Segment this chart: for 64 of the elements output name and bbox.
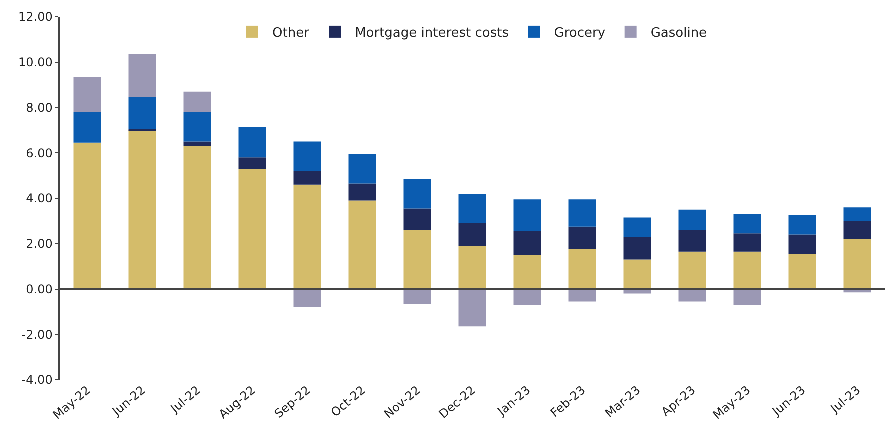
bar xyxy=(294,184,322,290)
bar xyxy=(844,208,872,222)
bar xyxy=(184,146,212,290)
legend-label: Other xyxy=(272,26,310,42)
bar xyxy=(74,142,102,290)
bar xyxy=(294,171,322,185)
bar xyxy=(74,112,102,143)
bar xyxy=(458,289,486,327)
bar xyxy=(238,169,266,290)
legend-label: Gasoline xyxy=(650,26,708,42)
legend-label: Grocery xyxy=(554,26,606,42)
bar xyxy=(568,250,596,290)
bar xyxy=(568,200,596,227)
bar xyxy=(458,246,486,290)
bar xyxy=(184,142,212,146)
legend-label: Mortgage interest costs xyxy=(355,26,510,42)
bar xyxy=(788,254,816,290)
y-tick-label: 4.00 xyxy=(26,192,53,206)
bar xyxy=(788,216,816,235)
bar xyxy=(238,158,266,170)
bar xyxy=(348,200,376,290)
bar xyxy=(624,218,652,238)
bar xyxy=(844,239,872,290)
bar xyxy=(734,234,762,252)
bar xyxy=(844,221,872,240)
bar xyxy=(184,92,212,112)
bar xyxy=(514,255,542,290)
bar xyxy=(404,289,432,304)
bar xyxy=(678,230,706,252)
y-tick-label: -2.00 xyxy=(22,328,53,342)
bar xyxy=(678,210,706,230)
bar xyxy=(128,98,156,130)
bar xyxy=(404,208,432,230)
bar xyxy=(514,289,542,306)
bar xyxy=(184,112,212,142)
y-tick-label: 0.00 xyxy=(26,282,53,296)
bar xyxy=(458,194,486,224)
bar xyxy=(348,184,376,201)
bar xyxy=(514,200,542,232)
bar xyxy=(624,237,652,260)
y-tick-label: -4.00 xyxy=(22,373,53,388)
bar xyxy=(734,214,762,234)
bar xyxy=(294,289,322,308)
y-tick-label: 10.00 xyxy=(18,56,53,70)
y-tick-label: 2.00 xyxy=(26,237,53,252)
bar xyxy=(678,252,706,290)
bar xyxy=(294,142,322,172)
bar xyxy=(568,226,596,250)
bar xyxy=(348,154,376,184)
y-tick-label: 6.00 xyxy=(26,146,53,160)
bar xyxy=(74,77,102,112)
bar xyxy=(404,179,432,209)
bar xyxy=(514,231,542,256)
bar xyxy=(734,289,762,306)
y-tick-label: 8.00 xyxy=(26,100,53,115)
bar xyxy=(734,252,762,290)
bar xyxy=(788,234,816,254)
bar xyxy=(458,223,486,246)
bar xyxy=(404,230,432,290)
bar xyxy=(128,130,156,290)
bar xyxy=(238,127,266,158)
y-tick-label: 12.00 xyxy=(18,10,53,24)
bar xyxy=(128,54,156,98)
bar xyxy=(624,260,652,290)
